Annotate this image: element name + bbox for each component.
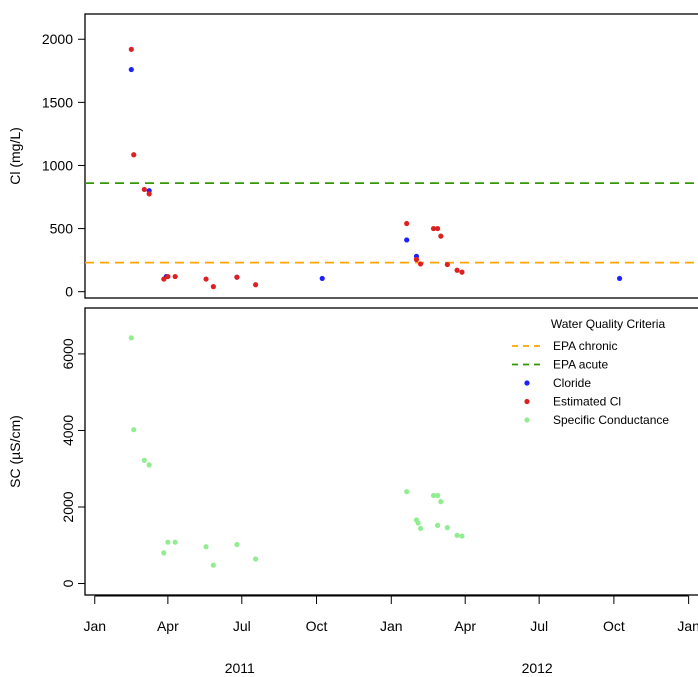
data-point — [128, 335, 134, 341]
data-point — [415, 520, 421, 526]
x-tick-label: Jul — [233, 618, 251, 634]
data-point — [434, 225, 441, 232]
data-point — [131, 427, 137, 433]
data-point — [210, 562, 216, 568]
data-point — [146, 462, 152, 468]
y-tick-label: 0 — [65, 284, 73, 300]
data-point — [253, 556, 259, 562]
y-tick-label: 500 — [50, 221, 74, 237]
legend-label: Specific Conductance — [553, 413, 669, 427]
data-point — [444, 261, 450, 268]
data-point — [253, 282, 259, 288]
legend-label: EPA acute — [553, 358, 608, 372]
data-point — [417, 261, 424, 267]
chloride-panel: 0 500 1000 1500 2000 Cl (mg/L) — [7, 13, 698, 300]
data-point — [454, 267, 460, 273]
legend-point-swatch — [524, 398, 530, 405]
y-tick-label: 1000 — [42, 157, 73, 173]
x-tick-label: Apr — [157, 618, 179, 634]
data-point — [165, 273, 171, 280]
data-point — [417, 525, 424, 532]
y-tick-label: 6000 — [60, 338, 76, 369]
legend-point-swatch — [524, 380, 530, 386]
legend-label: Cloride — [553, 376, 591, 390]
plot-frame — [84, 13, 698, 299]
legend-point-swatch — [524, 417, 530, 423]
data-point — [434, 522, 441, 528]
y-axis-label: SC (µS/cm) — [7, 415, 23, 488]
data-point — [128, 46, 134, 52]
data-point — [141, 186, 147, 193]
data-point — [459, 533, 465, 539]
data-point — [444, 525, 450, 531]
data-point — [404, 220, 410, 227]
y-axis-label: Cl (mg/L) — [7, 127, 23, 185]
data-point — [430, 225, 437, 232]
legend-title: Water Quality Criteria — [551, 317, 666, 331]
data-point — [203, 276, 209, 282]
data-point — [161, 276, 167, 282]
data-point — [165, 539, 171, 545]
plot-frame — [84, 307, 698, 596]
year-label: 2012 — [522, 660, 553, 676]
y-tick-label: 0 — [60, 579, 76, 587]
x-tick-label: Jan — [83, 618, 106, 634]
x-tick-label: Oct — [603, 618, 625, 634]
data-point — [146, 191, 152, 197]
time-axis: Jan Apr Jul Oct Jan Apr Jul Oct Jan 2011 2012 — [83, 595, 698, 676]
data-point — [404, 489, 410, 495]
x-tick-label: Apr — [454, 618, 476, 634]
data-point — [234, 541, 240, 548]
data-point — [454, 532, 460, 538]
data-point — [161, 550, 167, 556]
y-tick-label: 2000 — [60, 491, 76, 522]
x-tick-label: Jan — [677, 618, 698, 634]
data-point — [404, 237, 410, 243]
y-tick-label: 4000 — [60, 415, 76, 446]
data-point — [438, 499, 444, 505]
data-point — [459, 269, 465, 275]
data-point — [616, 275, 623, 282]
year-label: 2011 — [225, 660, 255, 676]
y-tick-label: 1500 — [42, 94, 73, 110]
x-tick-label: Oct — [306, 618, 328, 634]
data-point — [128, 66, 134, 73]
legend-label: EPA chronic — [553, 339, 617, 353]
data-point — [172, 273, 178, 280]
data-point — [413, 256, 420, 263]
data-point — [434, 492, 441, 499]
legend-label: Estimated Cl — [553, 395, 621, 409]
x-tick-label: Jul — [530, 618, 548, 634]
data-point — [234, 274, 240, 280]
data-point — [438, 233, 444, 239]
y-tick-label: 2000 — [42, 31, 73, 47]
data-point — [131, 152, 137, 158]
data-point — [319, 275, 325, 282]
data-point — [210, 284, 216, 290]
data-point — [430, 492, 437, 499]
data-point — [203, 544, 209, 550]
data-point — [141, 457, 147, 463]
conductance-panel: 0 2000 4000 6000 SC (µS/cm) — [7, 307, 698, 596]
x-tick-label: Jan — [380, 618, 403, 634]
legend: Water Quality Criteria EPA chronic EPA acu… — [512, 317, 669, 427]
data-point — [172, 539, 178, 545]
